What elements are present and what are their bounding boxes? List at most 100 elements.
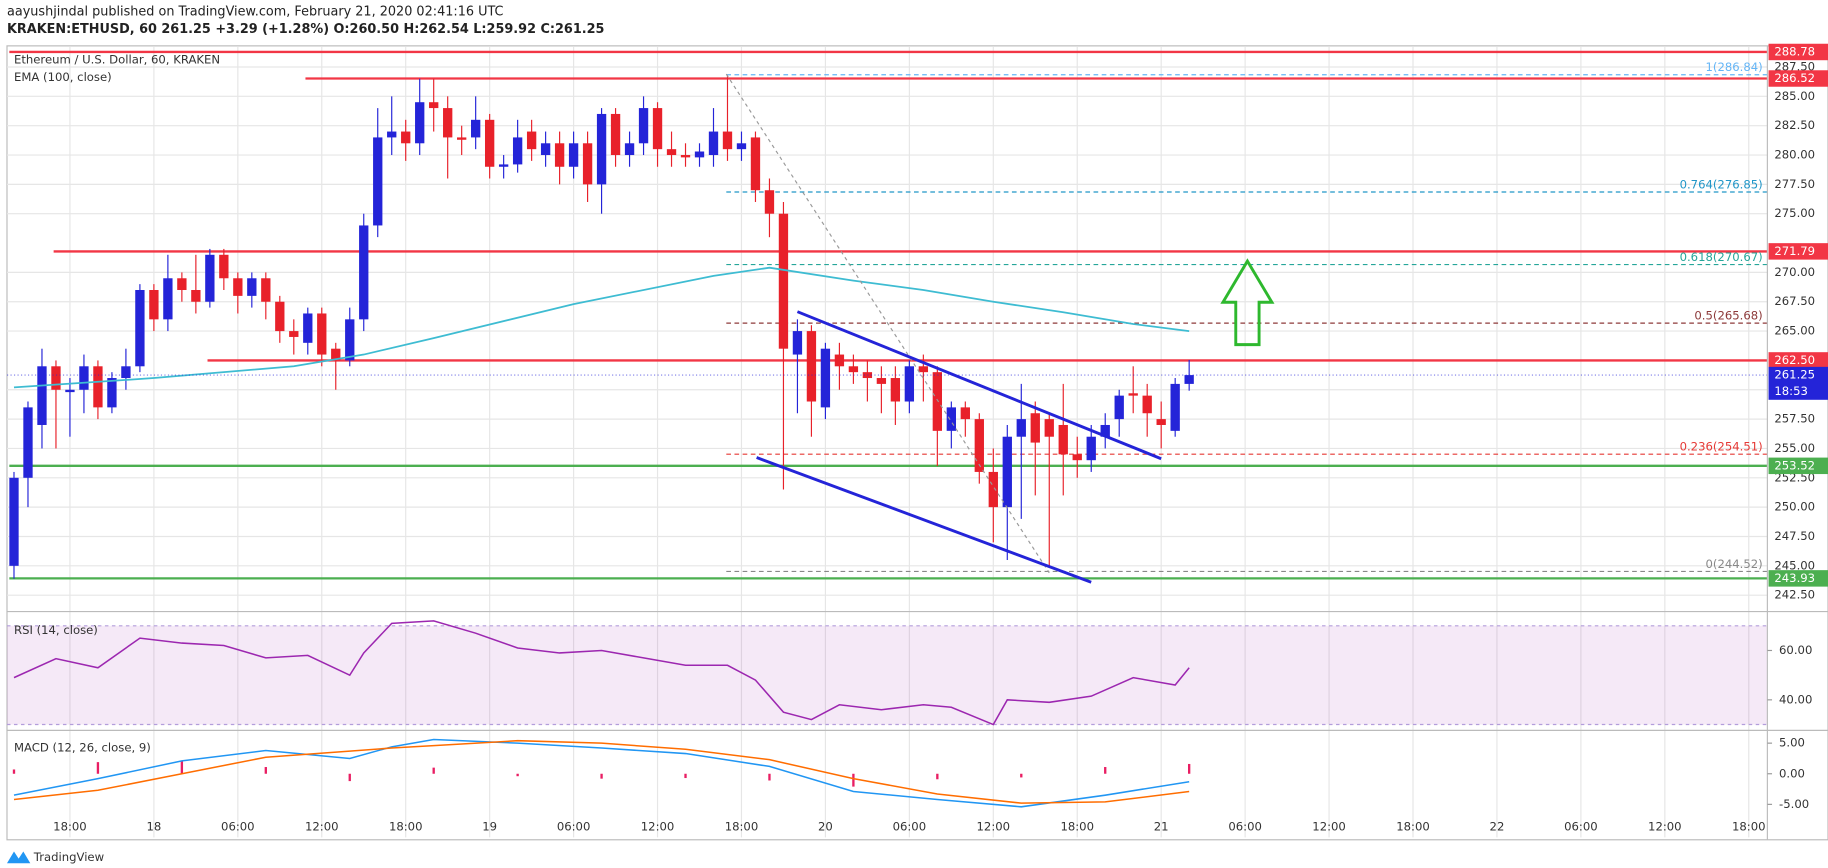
x-tick-label: 18:00: [1396, 819, 1430, 833]
macd-histogram-bar: [1020, 773, 1023, 778]
candle-body: [904, 366, 915, 402]
macd-line: [13, 739, 1190, 804]
x-tick-label: 06:00: [221, 819, 255, 833]
macd-histogram-bar: [1187, 763, 1191, 774]
x-tick-label: 18: [146, 819, 161, 833]
candle-body: [988, 471, 998, 508]
candle-body: [1002, 436, 1012, 508]
x-tick-label: 12:00: [977, 819, 1011, 833]
candle-body: [289, 331, 299, 337]
y-tick-label: 265.00: [1774, 324, 1815, 338]
level-tag-label: 288.78: [1774, 44, 1815, 58]
candle-body: [750, 137, 761, 191]
candle-body: [345, 319, 355, 361]
candle-body: [1016, 419, 1026, 437]
candle-body: [932, 372, 943, 431]
brand-logo: TradingView: [6, 850, 105, 864]
x-tick-label: 12:00: [641, 819, 675, 833]
macd-title: MACD (12, 26, close, 9): [14, 740, 151, 754]
y-tick-label: 285.00: [1774, 89, 1815, 103]
x-tick-label: 18:00: [389, 819, 423, 833]
candle-body: [610, 113, 621, 156]
level-tag: [1768, 457, 1828, 475]
y-tick-label: 245.00: [1774, 558, 1815, 572]
level-tag-label: 286.52: [1774, 71, 1815, 85]
candle-body: [149, 290, 159, 320]
y-tick-label: 270.00: [1774, 265, 1815, 279]
candle-body: [23, 407, 33, 478]
macd-histogram-bar: [12, 769, 16, 774]
candle-body: [1156, 419, 1166, 425]
macd-histogram-bar: [936, 773, 939, 780]
candle-body: [694, 151, 705, 158]
candle-body: [1058, 424, 1068, 455]
candle-body: [51, 366, 61, 390]
marks-layer: [6, 50, 1768, 808]
x-tick-label: 18:00: [725, 819, 759, 833]
macd-line: [13, 738, 1190, 808]
y-tick-label: 282.50: [1774, 118, 1815, 132]
level-tag: [1768, 70, 1828, 87]
x-tick-label: 12:00: [1312, 819, 1346, 833]
x-tick-label: 20: [818, 819, 833, 833]
x-tick-label: 18:00: [1732, 819, 1766, 833]
candle-body: [624, 143, 635, 156]
candle-body: [540, 143, 551, 156]
candle-body: [820, 348, 831, 408]
symbol-line: KRAKEN:ETHUSD, 60 261.25 +3.29 (+1.28%) …: [7, 22, 605, 37]
overlay-layer: [725, 73, 1275, 584]
candle-body: [708, 131, 719, 156]
level-tag-label: 271.79: [1774, 244, 1815, 258]
candle-body: [792, 331, 803, 355]
trendline-upper: [796, 310, 1162, 461]
candle-body: [596, 113, 607, 185]
candle-body: [582, 143, 593, 185]
candle-body: [93, 366, 103, 408]
candle-body: [1030, 413, 1040, 443]
y-tick-label: 257.50: [1774, 412, 1815, 426]
candle-body: [387, 131, 397, 138]
ema-line: [13, 266, 1190, 389]
trendline-lower: [756, 456, 1092, 584]
candle-body: [373, 137, 383, 226]
candle-body: [191, 290, 201, 302]
candle-body: [722, 131, 733, 150]
candle-body: [974, 419, 984, 472]
candle-body: [401, 131, 411, 144]
y-tick-label: 275.00: [1774, 206, 1815, 220]
candle-body: [638, 108, 649, 144]
fib-label: 0.5(265.68): [1694, 309, 1762, 323]
y-tick-label: 247.50: [1774, 529, 1815, 543]
logo-icon: [6, 851, 31, 864]
x-tick-label: 18:00: [53, 819, 87, 833]
fib-label: 0.618(270.67): [1680, 250, 1763, 264]
candle-body: [457, 137, 467, 140]
level-tag: [1768, 570, 1828, 587]
candle-body: [680, 155, 691, 158]
candle-body: [317, 313, 327, 355]
y-tick-label: 255.00: [1774, 441, 1815, 455]
level-tag: [1768, 43, 1828, 61]
candle-body: [960, 407, 970, 420]
x-tick-label: 06:00: [893, 819, 927, 833]
brand: TradingView: [33, 850, 105, 864]
candle-body: [554, 143, 565, 167]
grid-layer: [6, 47, 1768, 838]
candle-body: [177, 278, 187, 291]
x-tick-label: 06:00: [557, 819, 591, 833]
fib-label: 0.236(254.51): [1680, 440, 1763, 454]
candle-body: [135, 290, 145, 367]
candle-body: [1072, 454, 1082, 461]
candle-body: [652, 108, 663, 150]
candle-body: [9, 477, 19, 566]
macd-histogram-bar: [180, 760, 184, 774]
macd-histogram-bar: [600, 773, 603, 779]
candle-body: [1184, 375, 1194, 384]
candle-body: [471, 119, 481, 138]
candle-body: [498, 164, 509, 167]
candle-body: [890, 378, 901, 402]
rsi-title: RSI (14, close): [14, 623, 98, 637]
